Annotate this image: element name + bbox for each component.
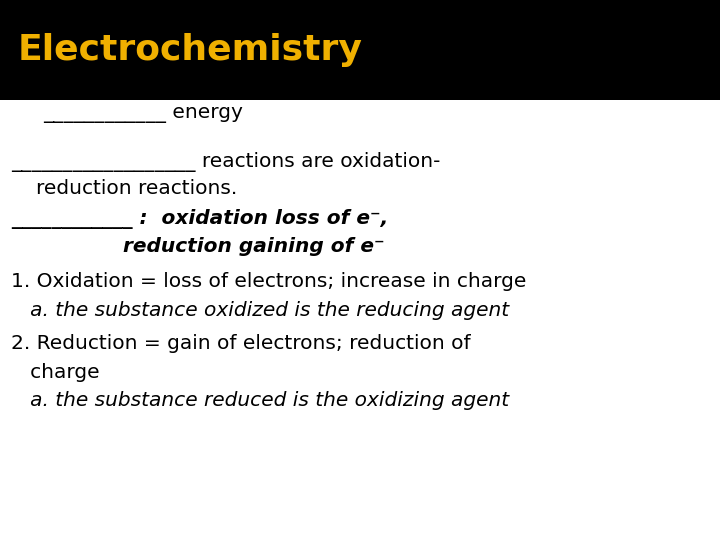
Text: reduction reactions.: reduction reactions. <box>36 179 238 199</box>
Text: ____________ energy: ____________ energy <box>43 104 243 123</box>
Text: Electrochemistry: Electrochemistry <box>18 33 363 67</box>
Text: the study of the interchange of ____________and: the study of the interchange of ________… <box>11 76 492 97</box>
Text: 2. Reduction = gain of electrons; reduction of: 2. Reduction = gain of electrons; reduct… <box>11 334 470 353</box>
Text: reduction gaining of e⁻: reduction gaining of e⁻ <box>11 237 384 256</box>
Text: __________________ reactions are oxidation-: __________________ reactions are oxidati… <box>11 152 440 172</box>
Text: 1. Oxidation = loss of electrons; increase in charge: 1. Oxidation = loss of electrons; increa… <box>11 272 526 292</box>
Text: a. the substance reduced is the oxidizing agent: a. the substance reduced is the oxidizin… <box>11 391 509 410</box>
Text: a. the substance oxidized is the reducing agent: a. the substance oxidized is the reducin… <box>11 301 509 320</box>
Text: charge: charge <box>11 362 99 382</box>
Bar <box>0 0 720 100</box>
Text: ____________ :  oxidation loss of e⁻,: ____________ : oxidation loss of e⁻, <box>11 209 388 230</box>
